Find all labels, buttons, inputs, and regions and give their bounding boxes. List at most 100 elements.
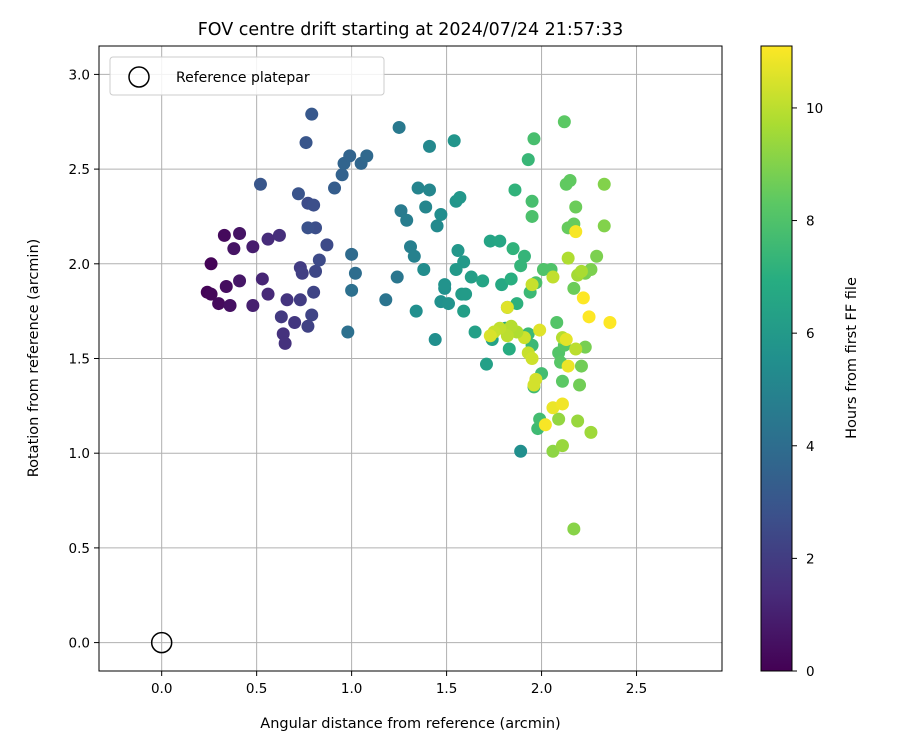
grid-lines bbox=[99, 46, 722, 671]
scatter-point bbox=[291, 187, 305, 201]
x-tick-label: 1.0 bbox=[341, 681, 362, 697]
scatter-point bbox=[272, 228, 286, 242]
colorbar-tick-label: 10 bbox=[806, 101, 823, 117]
scatter-point bbox=[246, 240, 260, 254]
scatter-point bbox=[533, 323, 547, 337]
scatter-point bbox=[295, 266, 309, 280]
scatter-point bbox=[451, 244, 465, 258]
scatter-points bbox=[200, 107, 617, 536]
y-axis-label: Rotation from reference (arcmin) bbox=[26, 239, 42, 478]
scatter-point bbox=[557, 115, 571, 129]
scatter-point bbox=[561, 251, 575, 265]
scatter-point bbox=[525, 278, 539, 292]
scatter-point bbox=[483, 234, 497, 248]
scatter-point bbox=[504, 272, 518, 286]
scatter-point bbox=[527, 378, 541, 392]
scatter-point bbox=[514, 444, 528, 458]
scatter-point bbox=[546, 270, 560, 284]
scatter-point bbox=[590, 249, 604, 263]
scatter-point bbox=[430, 219, 444, 233]
scatter-point bbox=[527, 132, 541, 146]
scatter-point bbox=[305, 308, 319, 322]
scatter-point bbox=[335, 168, 349, 182]
x-tick-label: 1.5 bbox=[436, 681, 457, 697]
scatter-point bbox=[449, 262, 463, 276]
legend-box bbox=[109, 56, 385, 96]
scatter-point bbox=[584, 425, 598, 439]
colorbar-tick-label: 8 bbox=[806, 214, 815, 230]
scatter-point bbox=[307, 285, 321, 299]
scatter-point bbox=[502, 342, 516, 356]
y-tick-label: 2.0 bbox=[69, 257, 90, 273]
scatter-point bbox=[559, 333, 573, 347]
scatter-point bbox=[233, 227, 247, 240]
scatter-point bbox=[569, 200, 583, 214]
legend-label: Reference platepar bbox=[176, 70, 310, 86]
scatter-point bbox=[312, 253, 326, 267]
scatter-point bbox=[597, 177, 611, 191]
scatter-point bbox=[493, 234, 507, 248]
scatter-point bbox=[328, 181, 342, 195]
scatter-point bbox=[603, 316, 617, 330]
scatter-point bbox=[288, 316, 302, 330]
scatter-point bbox=[555, 397, 569, 411]
scatter-point bbox=[506, 242, 520, 256]
colorbar-tick-label: 0 bbox=[806, 664, 815, 680]
legend-marker bbox=[128, 66, 150, 88]
scatter-point bbox=[422, 183, 436, 197]
y-tick-label: 0.5 bbox=[69, 541, 90, 557]
scatter-point bbox=[434, 208, 448, 222]
y-tick-label: 0.0 bbox=[69, 636, 90, 652]
colorbar-tick-label: 6 bbox=[806, 326, 815, 342]
y-tick-label: 1.0 bbox=[69, 446, 90, 462]
scatter-point bbox=[479, 357, 493, 371]
scatter-point bbox=[438, 278, 452, 292]
scatter-point bbox=[417, 262, 431, 276]
colorbar-tick-label: 4 bbox=[806, 439, 815, 455]
scatter-point bbox=[582, 310, 596, 324]
scatter-point bbox=[500, 300, 514, 314]
scatter-point bbox=[261, 287, 275, 301]
scatter-point bbox=[517, 249, 531, 263]
x-tick-label: 2.0 bbox=[531, 681, 552, 697]
scatter-point bbox=[379, 293, 393, 307]
scatter-point bbox=[525, 352, 539, 365]
scatter-point bbox=[569, 225, 583, 239]
scatter-point bbox=[307, 198, 321, 212]
scatter-point bbox=[453, 191, 467, 205]
scatter-point bbox=[233, 274, 247, 288]
chart-title: FOV centre drift starting at 2024/07/24 … bbox=[198, 20, 624, 40]
scatter-point bbox=[278, 336, 292, 350]
scatter-point bbox=[597, 219, 611, 233]
scatter-point bbox=[521, 153, 535, 167]
scatter-point bbox=[345, 283, 359, 297]
scatter-point bbox=[341, 325, 355, 339]
colorbar-gradient bbox=[760, 45, 793, 672]
scatter-point bbox=[219, 280, 233, 294]
scatter-point bbox=[343, 149, 357, 163]
scatter-point bbox=[567, 281, 581, 295]
scatter-point bbox=[301, 319, 315, 333]
scatter-point bbox=[409, 304, 423, 318]
colorbar-tick-label: 2 bbox=[806, 551, 815, 567]
scatter-point bbox=[217, 228, 231, 242]
scatter-point bbox=[571, 414, 585, 428]
scatter-point bbox=[204, 257, 218, 271]
scatter-point bbox=[576, 291, 590, 305]
scatter-point bbox=[419, 200, 433, 214]
scatter-point bbox=[305, 107, 319, 121]
scatter-point bbox=[280, 293, 294, 307]
scatter-point bbox=[569, 342, 583, 356]
y-tick-label: 3.0 bbox=[69, 67, 90, 83]
scatter-point bbox=[573, 378, 587, 392]
scatter-point bbox=[309, 264, 323, 278]
scatter-point bbox=[299, 136, 313, 150]
scatter-point bbox=[320, 238, 334, 252]
scatter-point bbox=[546, 444, 560, 458]
x-tick-label: 0.5 bbox=[246, 681, 267, 697]
scatter-point bbox=[550, 316, 564, 330]
colorbar: 0 2 4 6 8 10 Hours from first FF file bbox=[760, 45, 860, 680]
scatter-point bbox=[390, 270, 404, 284]
scatter-point bbox=[223, 298, 237, 312]
